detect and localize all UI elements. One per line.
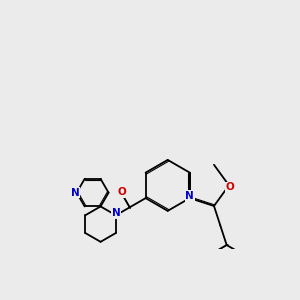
Text: N: N (71, 188, 80, 198)
Text: O: O (118, 187, 127, 197)
Text: O: O (226, 182, 235, 192)
Text: N: N (185, 191, 194, 201)
Text: N: N (112, 208, 120, 218)
